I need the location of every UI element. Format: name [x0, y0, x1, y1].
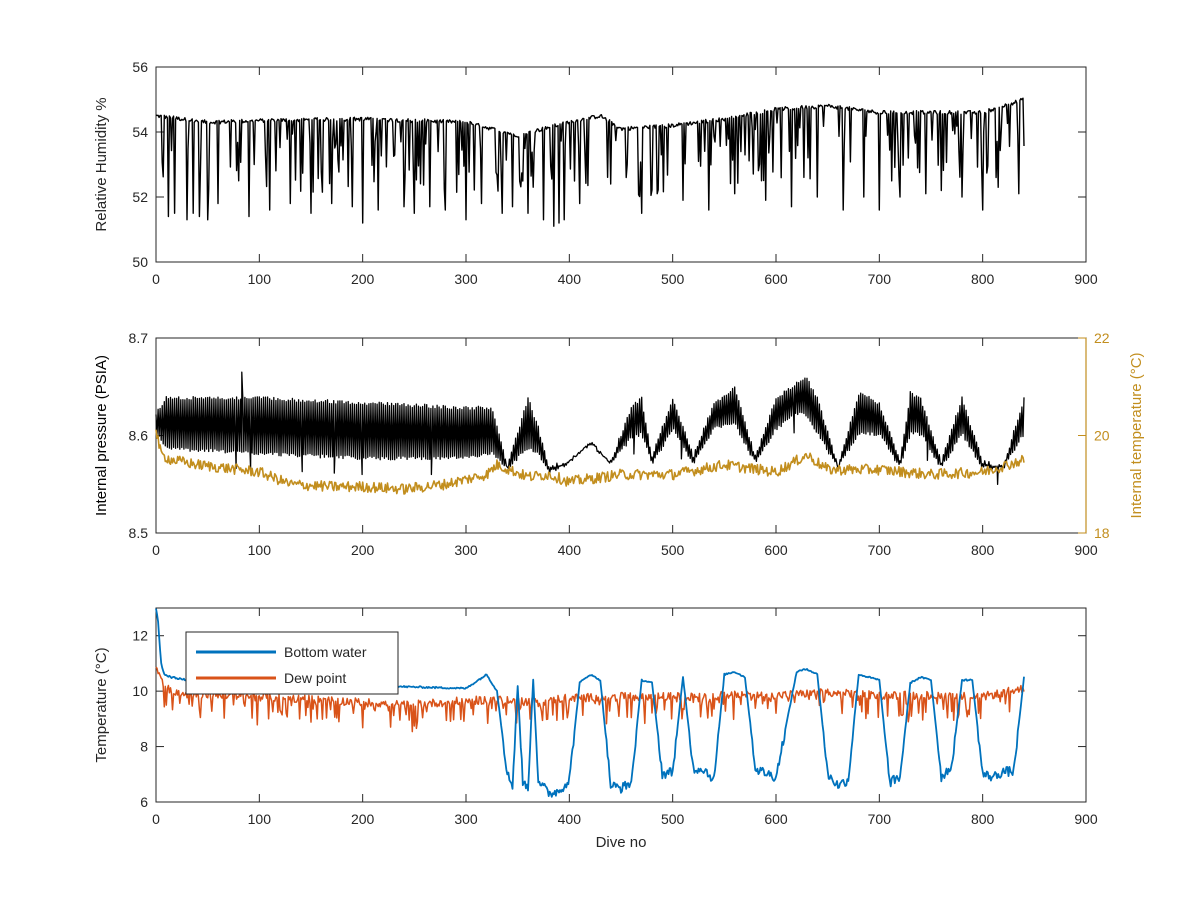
pressure-x-tick-label: 300: [454, 542, 478, 558]
humidity-y-tick-label: 52: [132, 189, 148, 205]
humidity-x-tick-label: 800: [971, 271, 995, 287]
humidity-x-tick-label: 0: [152, 271, 160, 287]
pressure-y-tick-label: 8.7: [129, 330, 149, 346]
legend-label-bottom-water: Bottom water: [284, 644, 367, 660]
temperature-x-tick-label: 100: [248, 811, 272, 827]
humidity-x-tick-label: 900: [1074, 271, 1098, 287]
temperature-x-tick-label: 700: [868, 811, 892, 827]
right-y-tick-label: 18: [1094, 525, 1110, 541]
pressure-series-line: [155, 371, 1025, 485]
legend: [185, 631, 399, 695]
pressure-y-axis-label: Internal pressure (PSIA): [93, 355, 110, 516]
humidity-axes: 0 100 200 300 400 500 600 700 800 900 50 52 54 56 Rela…: [93, 59, 1098, 287]
pressure-x-tick-label: 600: [764, 542, 788, 558]
humidity-x-tick-label: 700: [868, 271, 892, 287]
humidity-x-tick-label: 200: [351, 271, 375, 287]
internal-temperature-series-line: [155, 429, 1025, 495]
temperature-y-tick-label: 6: [140, 794, 148, 810]
humidity-x-tick-label: 600: [764, 271, 788, 287]
temperature-x-tick-label: 300: [454, 811, 478, 827]
humidity-x-tick-label: 300: [454, 271, 478, 287]
temperature-axes: 0 100 200 300 400 500 600 700 800 900 6 8 10 12 Temper…: [93, 607, 1098, 851]
temperature-x-tick-label: 900: [1074, 811, 1098, 827]
legend-label-dew-point: Dew point: [284, 670, 346, 686]
temperature-x-tick-label: 0: [152, 811, 160, 827]
right-y-axis-label: Internal temperature (°C): [1128, 352, 1145, 518]
temperature-y-tick-label: 8: [140, 739, 148, 755]
temperature-x-axis-label: Dive no: [596, 834, 647, 851]
temperature-x-tick-label: 600: [764, 811, 788, 827]
pressure-x-tick-label: 400: [558, 542, 582, 558]
humidity-y-tick-label: 54: [132, 124, 148, 140]
pressure-x-tick-label: 700: [868, 542, 892, 558]
right-y-tick-label: 22: [1094, 330, 1110, 346]
pressure-x-tick-label: 0: [152, 542, 160, 558]
humidity-x-tick-label: 100: [248, 271, 272, 287]
temperature-x-tick-label: 200: [351, 811, 375, 827]
pressure-x-tick-label: 100: [248, 542, 272, 558]
humidity-y-axis-label: Relative Humidity %: [93, 97, 110, 231]
pressure-temperature-axes: 0 100 200 300 400 500 600 700 800 900 8.5 8.6 8.7 Int…: [93, 330, 1145, 558]
temperature-y-tick-label: 12: [132, 628, 148, 644]
temperature-x-tick-label: 400: [558, 811, 582, 827]
temperature-x-tick-label: 800: [971, 811, 995, 827]
dew-point-series-line: [155, 666, 1025, 733]
right-y-tick-label: 20: [1094, 428, 1110, 444]
humidity-y-tick-label: 56: [132, 59, 148, 75]
pressure-y-tick-label: 8.6: [129, 428, 149, 444]
temperature-y-axis-label: Temperature (°C): [93, 647, 110, 762]
humidity-y-tick-label: 50: [132, 254, 148, 270]
pressure-x-tick-label: 800: [971, 542, 995, 558]
pressure-x-tick-label: 900: [1074, 542, 1098, 558]
pressure-x-tick-label: 200: [351, 542, 375, 558]
pressure-x-tick-label: 500: [661, 542, 685, 558]
humidity-series-line: [155, 97, 1025, 227]
temperature-x-tick-label: 500: [661, 811, 685, 827]
humidity-x-tick-label: 500: [661, 271, 685, 287]
humidity-x-tick-label: 400: [558, 271, 582, 287]
temperature-y-tick-label: 10: [132, 683, 148, 699]
pressure-y-tick-label: 8.5: [129, 525, 149, 541]
